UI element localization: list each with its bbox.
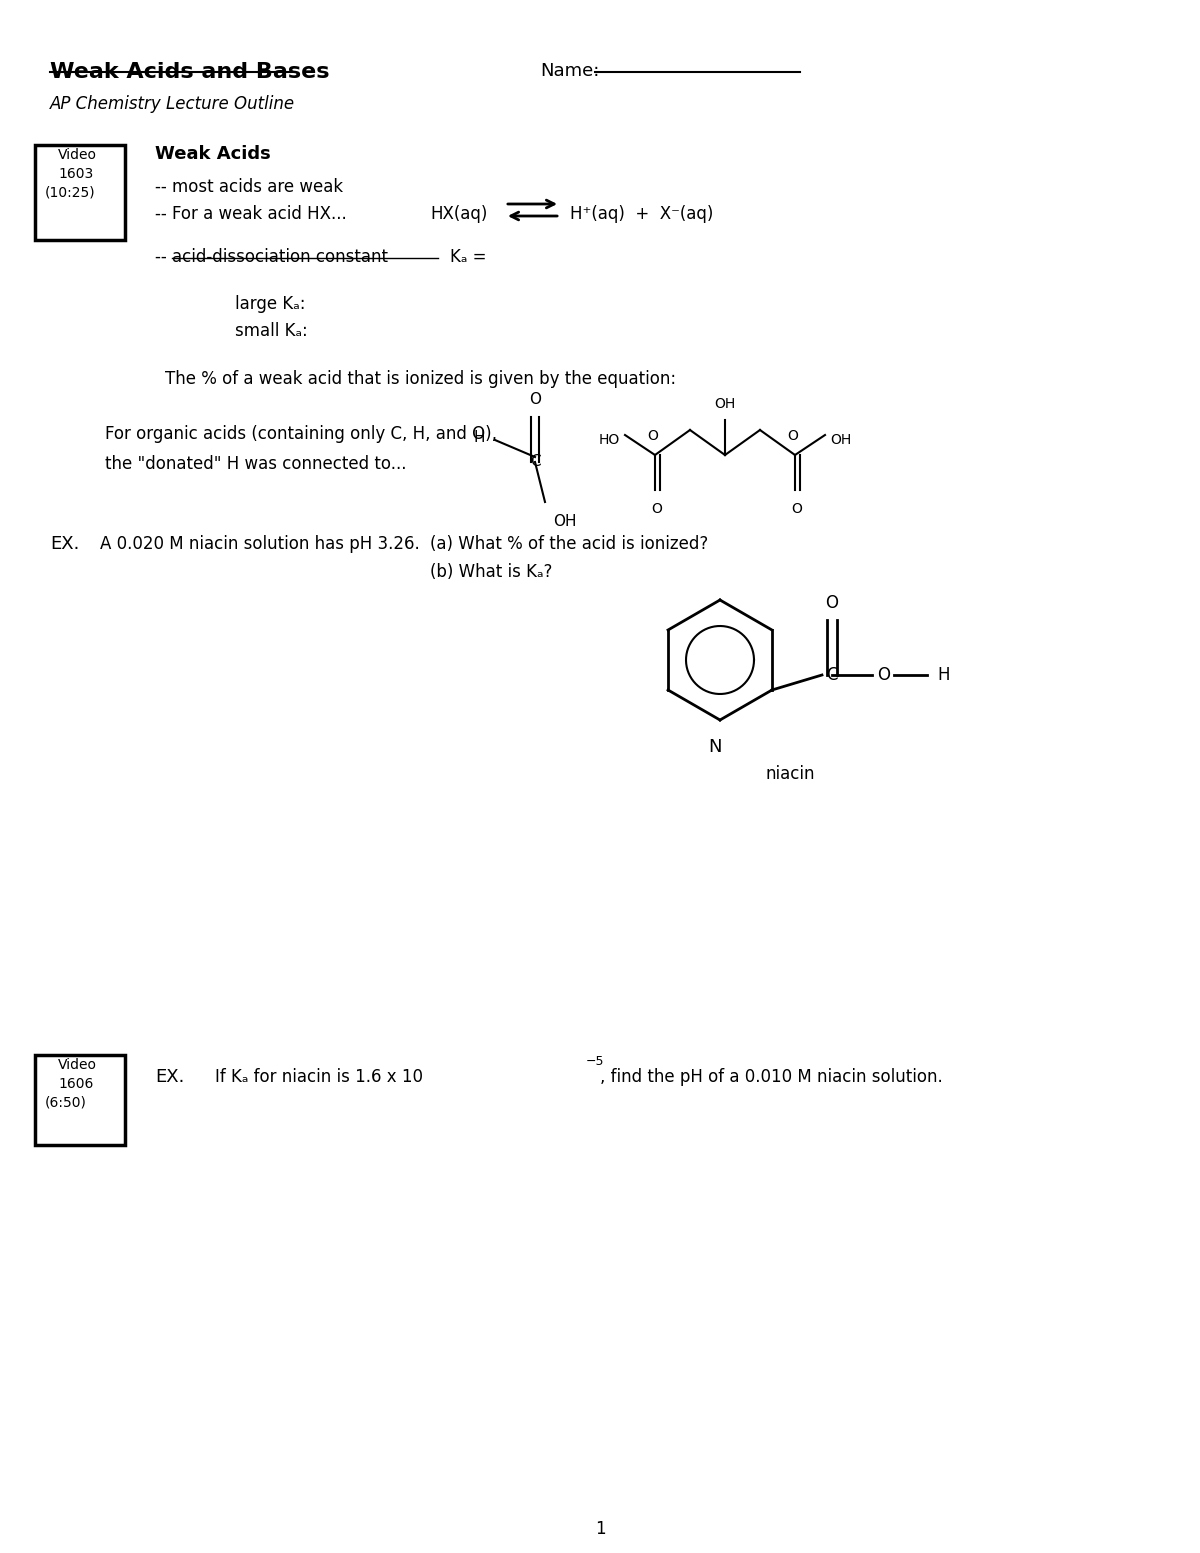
Text: HX(aq): HX(aq) [430,205,487,224]
Text: HO: HO [599,433,620,447]
Text: Kₐ =: Kₐ = [450,248,486,266]
Text: -- For a weak acid HX...: -- For a weak acid HX... [155,205,347,224]
Text: C: C [529,455,540,469]
Text: (b) What is Kₐ?: (b) What is Kₐ? [430,564,552,581]
Text: --: -- [155,248,172,266]
Text: O: O [792,502,803,516]
Text: AP Chemistry Lecture Outline: AP Chemistry Lecture Outline [50,95,295,113]
Text: −5: −5 [586,1054,605,1068]
Text: If Kₐ for niacin is 1.6 x 10: If Kₐ for niacin is 1.6 x 10 [215,1068,424,1086]
Text: Video: Video [58,1058,97,1072]
Text: For organic acids (containing only C, H, and O),: For organic acids (containing only C, H,… [106,426,497,443]
Text: 1606: 1606 [58,1076,94,1092]
Text: (10:25): (10:25) [46,186,96,200]
Text: O: O [787,429,798,443]
Text: Name:: Name: [540,62,599,81]
Text: C: C [827,666,838,683]
Text: A 0.020 M niacin solution has pH 3.26.: A 0.020 M niacin solution has pH 3.26. [100,534,420,553]
Text: OH: OH [553,514,576,530]
Text: EX.: EX. [155,1068,185,1086]
Text: large Kₐ:: large Kₐ: [235,295,306,314]
Text: O: O [826,593,839,612]
Text: acid-dissociation constant: acid-dissociation constant [172,248,388,266]
Text: EX.: EX. [50,534,79,553]
Text: 1: 1 [595,1520,605,1537]
Text: O: O [652,502,662,516]
Text: OH: OH [830,433,851,447]
Text: Weak Acids: Weak Acids [155,144,271,163]
Text: The % of a weak acid that is ionized is given by the equation:: The % of a weak acid that is ionized is … [166,370,676,388]
Text: O: O [648,429,659,443]
Text: OH: OH [714,398,736,412]
Text: H: H [474,430,485,444]
Text: Video: Video [58,148,97,162]
Text: the "donated" H was connected to...: the "donated" H was connected to... [106,455,407,474]
Text: small Kₐ:: small Kₐ: [235,321,307,340]
Text: O: O [529,391,541,407]
Text: niacin: niacin [766,766,815,783]
Text: Weak Acids and Bases: Weak Acids and Bases [50,62,330,82]
Text: O: O [877,666,890,683]
Text: (a) What % of the acid is ionized?: (a) What % of the acid is ionized? [430,534,708,553]
Text: , find the pH of a 0.010 M niacin solution.: , find the pH of a 0.010 M niacin soluti… [600,1068,943,1086]
Bar [35,144,125,241]
Text: -- most acids are weak: -- most acids are weak [155,179,343,196]
Text: H⁺(aq)  +  X⁻(aq): H⁺(aq) + X⁻(aq) [570,205,713,224]
Text: N: N [708,738,721,756]
Bar [35,1054,125,1145]
Text: 1603: 1603 [58,168,94,182]
Text: H: H [937,666,949,683]
Text: (6:50): (6:50) [46,1096,86,1110]
